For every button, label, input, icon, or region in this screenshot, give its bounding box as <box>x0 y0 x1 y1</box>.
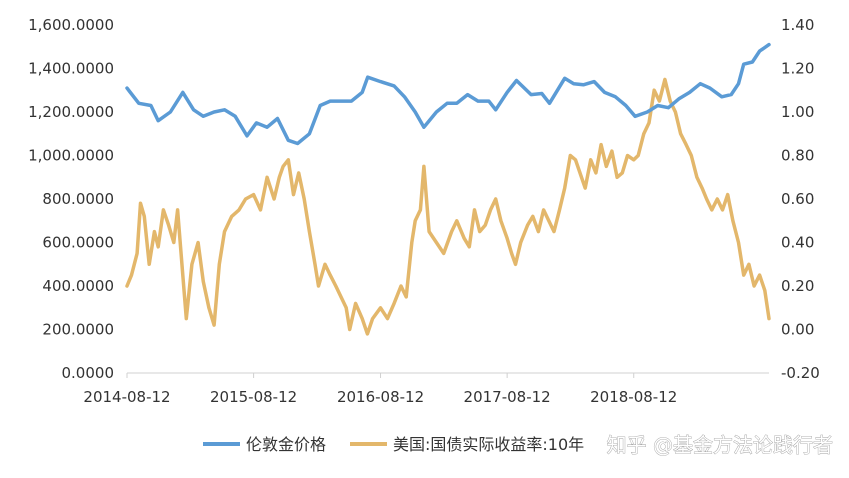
right-tick-label: 0.60 <box>781 190 814 208</box>
left-tick-label: 1,600.0000 <box>28 16 114 34</box>
legend-label-real-yield: 美国:国债实际收益率:10年 <box>393 435 584 454</box>
left-tick-label: 0.0000 <box>62 364 115 382</box>
left-tick-label: 200.0000 <box>42 321 114 339</box>
x-tick-label: 2018-08-12 <box>590 388 677 406</box>
x-axis-ticks: 2014-08-12 2015-08-12 2016-08-12 2017-08-12… <box>83 373 677 406</box>
left-tick-label: 400.0000 <box>42 277 114 295</box>
right-tick-label: 1.20 <box>781 60 814 78</box>
series-line-real-yield <box>125 77 771 336</box>
left-tick-label: 1,400.0000 <box>28 60 114 78</box>
series-line-gold <box>125 42 771 146</box>
x-tick-label: 2015-08-12 <box>210 388 297 406</box>
legend: 伦敦金价格 美国:国债实际收益率:10年 <box>203 435 584 454</box>
right-tick-label: -0.20 <box>781 364 820 382</box>
right-tick-label: 1.00 <box>781 103 814 121</box>
x-tick-label: 2016-08-12 <box>337 388 424 406</box>
legend-entry-real-yield: 美国:国债实际收益率:10年 <box>350 435 584 454</box>
left-axis-ticks: 0.0000 200.0000 400.0000 600.0000 800.0000 1,… <box>28 16 114 382</box>
watermark-text: 知乎 @基金方法论践行者 <box>607 433 833 457</box>
right-tick-label: 0.00 <box>781 321 814 339</box>
legend-entry-gold: 伦敦金价格 <box>203 435 326 454</box>
left-tick-label: 1,200.0000 <box>28 103 114 121</box>
right-tick-label: 0.80 <box>781 147 814 165</box>
right-tick-label: 0.40 <box>781 234 814 252</box>
x-tick-label: 2017-08-12 <box>464 388 551 406</box>
left-tick-label: 600.0000 <box>42 234 114 252</box>
series-layer <box>125 42 771 336</box>
right-tick-label: 0.20 <box>781 277 814 295</box>
legend-label-gold: 伦敦金价格 <box>246 435 326 454</box>
x-tick-label: 2014-08-12 <box>83 388 170 406</box>
right-axis-ticks: -0.20 0.00 0.20 0.40 0.60 0.80 1.00 1.20 1.40 <box>781 16 820 382</box>
left-tick-label: 800.0000 <box>42 190 114 208</box>
right-tick-label: 1.40 <box>781 16 814 34</box>
left-tick-label: 1,000.0000 <box>28 147 114 165</box>
